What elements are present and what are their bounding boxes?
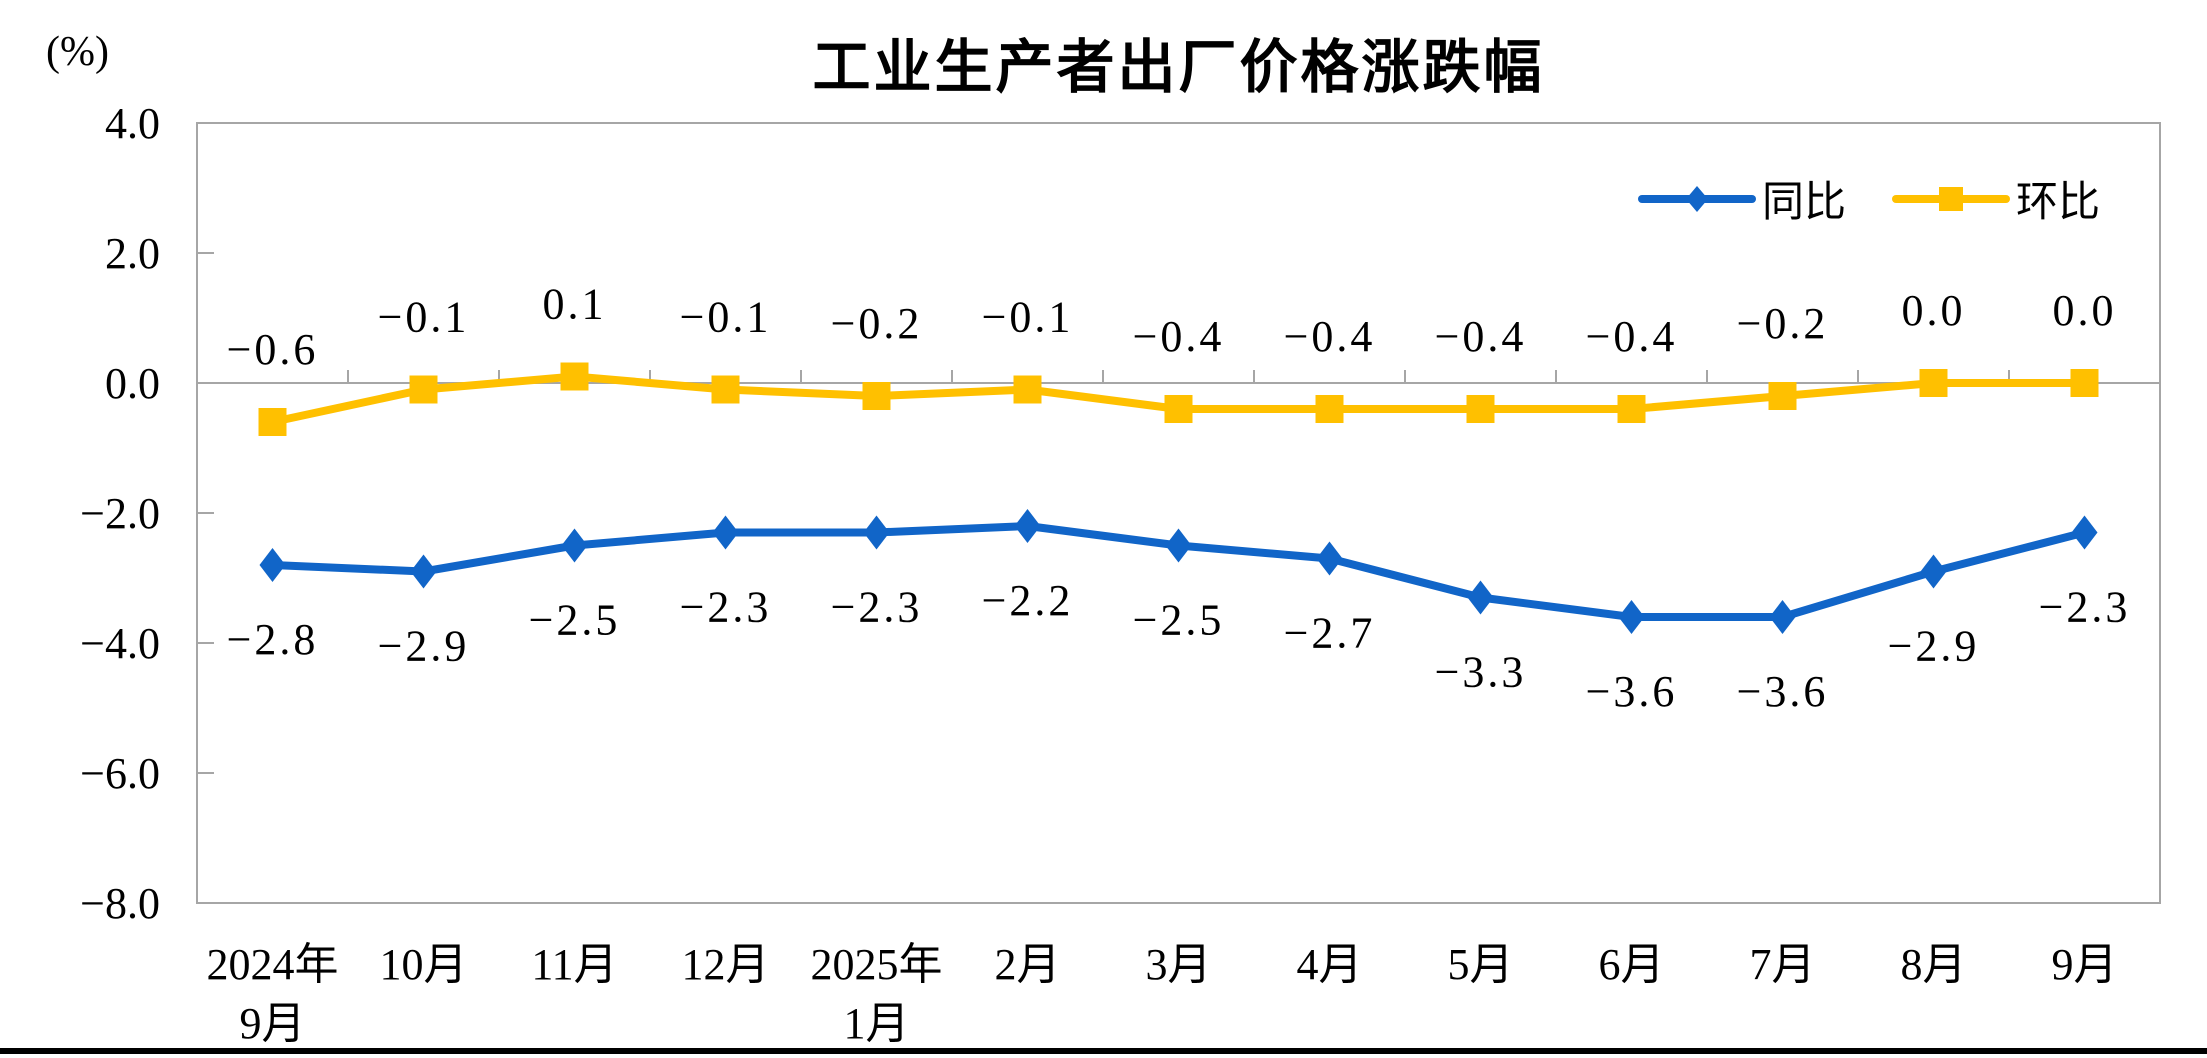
data-label: −0.1 bbox=[378, 293, 470, 342]
data-point-marker bbox=[862, 382, 891, 410]
yoy-line-swatch-icon bbox=[1638, 185, 1756, 212]
data-label: −0.4 bbox=[1284, 312, 1376, 361]
data-point-marker bbox=[1316, 541, 1343, 576]
x-axis-tick-label: 2月 bbox=[995, 940, 1061, 989]
data-label: −2.8 bbox=[227, 615, 319, 664]
data-label: −2.2 bbox=[982, 576, 1074, 625]
data-label: −2.3 bbox=[680, 583, 772, 632]
data-label: −0.4 bbox=[1586, 312, 1678, 361]
data-point-marker bbox=[1315, 395, 1344, 423]
data-point-marker bbox=[1919, 369, 1948, 397]
y-axis-tick-label: 4.0 bbox=[105, 99, 160, 148]
data-label: −3.3 bbox=[1435, 648, 1527, 697]
legend-label-mom: 环比 bbox=[2016, 180, 2101, 226]
data-label: −0.6 bbox=[227, 325, 319, 374]
mom-line-swatch-icon bbox=[1892, 186, 2011, 211]
data-label: −0.2 bbox=[831, 299, 923, 348]
data-point-marker bbox=[2070, 369, 2099, 397]
x-axis-tick-label: 5月 bbox=[1448, 940, 1514, 989]
data-point-marker bbox=[1617, 395, 1646, 423]
data-point-marker bbox=[561, 528, 588, 563]
data-point-marker bbox=[1165, 528, 1192, 563]
legend-item-yoy[interactable]: 同比 bbox=[1638, 168, 1846, 229]
data-label: −0.1 bbox=[982, 293, 1074, 342]
data-point-marker bbox=[1013, 375, 1042, 404]
data-point-marker bbox=[410, 554, 437, 589]
data-label: 0.0 bbox=[1902, 286, 1966, 335]
data-point-marker bbox=[560, 362, 589, 391]
bottom-divider-bar bbox=[0, 1048, 2207, 1054]
data-point-marker bbox=[409, 375, 438, 404]
data-point-marker bbox=[712, 515, 739, 550]
data-point-marker bbox=[2071, 515, 2098, 550]
y-axis-tick-label: −4.0 bbox=[80, 619, 160, 668]
x-axis-tick-label: 11月 bbox=[531, 940, 617, 989]
x-axis-tick-label: 7月 bbox=[1750, 940, 1816, 989]
data-label: −2.3 bbox=[831, 583, 923, 632]
data-label: −2.5 bbox=[1133, 596, 1225, 645]
data-point-marker bbox=[259, 548, 286, 582]
x-axis-tick-label: 2025年 bbox=[811, 940, 943, 989]
x-axis-tick-label: 2024年 bbox=[207, 940, 339, 989]
x-axis-tick-label: 9月 bbox=[2052, 940, 2118, 989]
data-label: −0.4 bbox=[1133, 312, 1225, 361]
data-point-marker bbox=[1466, 395, 1495, 423]
data-label: −0.1 bbox=[680, 293, 772, 342]
data-point-marker bbox=[1618, 600, 1645, 634]
x-axis-tick-label: 10月 bbox=[380, 940, 468, 989]
x-axis-tick-label: 3月 bbox=[1146, 940, 1212, 989]
legend: 同比 环比 bbox=[1638, 168, 2100, 229]
data-label: 0.0 bbox=[2053, 286, 2117, 335]
data-label: −0.4 bbox=[1435, 312, 1527, 361]
data-label: −2.5 bbox=[529, 596, 621, 645]
data-point-marker bbox=[1164, 395, 1193, 423]
x-axis-tick-label: 4月 bbox=[1297, 940, 1363, 989]
legend-label-yoy: 同比 bbox=[1762, 180, 1847, 226]
x-axis-tick-label: 9月 bbox=[240, 999, 306, 1048]
data-label: 0.1 bbox=[543, 280, 607, 329]
data-label: −2.7 bbox=[1284, 609, 1376, 658]
x-axis-tick-label: 1月 bbox=[844, 999, 910, 1048]
chart-title: 工业生产者出厂价格涨跌幅 bbox=[812, 35, 1545, 100]
data-label: −2.9 bbox=[378, 622, 470, 671]
data-point-marker bbox=[1467, 580, 1494, 615]
y-axis-unit-label: (%) bbox=[46, 29, 109, 75]
y-axis-tick-label: 2.0 bbox=[105, 229, 160, 278]
data-label: −0.2 bbox=[1737, 299, 1829, 348]
data-label: −3.6 bbox=[1737, 667, 1829, 716]
y-axis-tick-label: 0.0 bbox=[105, 359, 160, 408]
data-point-marker bbox=[1920, 554, 1947, 589]
x-axis-tick-label: 6月 bbox=[1599, 940, 1665, 989]
data-point-marker bbox=[258, 408, 287, 436]
y-axis-tick-label: −2.0 bbox=[80, 489, 160, 538]
data-label: −2.9 bbox=[1888, 622, 1980, 671]
data-point-marker bbox=[1769, 600, 1796, 634]
y-axis-tick-label: −8.0 bbox=[80, 879, 160, 928]
data-point-marker bbox=[1768, 382, 1797, 410]
plot-border bbox=[196, 122, 2161, 904]
data-label: −2.3 bbox=[2039, 583, 2131, 632]
data-label: −3.6 bbox=[1586, 667, 1678, 716]
y-axis-tick-label: −6.0 bbox=[80, 749, 160, 798]
x-axis-tick-label: 8月 bbox=[1901, 940, 1967, 989]
data-point-marker bbox=[863, 515, 890, 550]
data-point-marker bbox=[711, 375, 740, 404]
legend-item-mom[interactable]: 环比 bbox=[1892, 168, 2100, 229]
data-point-marker bbox=[1014, 509, 1041, 543]
x-axis-tick-label: 12月 bbox=[682, 940, 770, 989]
